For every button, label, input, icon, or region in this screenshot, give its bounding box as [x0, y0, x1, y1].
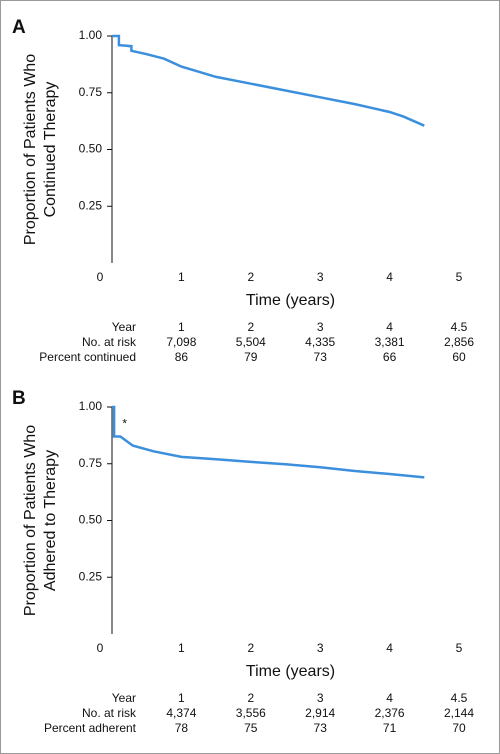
risk-cell: 1	[178, 320, 185, 334]
risk-cell: 5,504	[236, 335, 266, 349]
x-tick-label: 1	[178, 270, 185, 284]
risk-cell: 2	[247, 320, 254, 334]
y-tick-label: 1.00	[79, 399, 103, 413]
risk-cell: 4,374	[166, 706, 196, 720]
risk-row-label: Percent continued	[39, 350, 136, 364]
y-tick-label: 0.75	[79, 85, 103, 99]
x-tick-label: 1	[178, 641, 185, 655]
risk-cell: 3,556	[236, 706, 266, 720]
y-axis-title: Adhered to Therapy	[42, 450, 59, 591]
risk-cell: 7,098	[166, 335, 196, 349]
risk-cell: 75	[244, 721, 258, 735]
x-tick-label: 4	[386, 641, 393, 655]
risk-cell: 4	[386, 691, 393, 705]
y-tick-label: 1.00	[79, 28, 103, 42]
x-tick-label: 2	[247, 641, 254, 655]
survival-curve	[112, 34, 425, 127]
risk-row-label: No. at risk	[82, 706, 137, 720]
risk-cell: 1	[178, 691, 185, 705]
risk-cell: 70	[452, 721, 466, 735]
y-axis-title: Continued Therapy	[42, 82, 59, 218]
annotation: *	[122, 417, 127, 431]
y-tick-label: 0.25	[79, 569, 103, 583]
risk-row-label: Percent adherent	[44, 721, 137, 735]
y-axis-title: Proportion of Patients Who	[22, 425, 39, 616]
risk-cell: 86	[175, 350, 189, 364]
x-axis-title: Time (years)	[246, 292, 335, 309]
risk-cell: 2,856	[444, 335, 474, 349]
risk-cell: 2,144	[444, 706, 474, 720]
risk-row-label: Year	[112, 691, 136, 705]
x-tick-label: 0	[97, 641, 104, 655]
x-tick-label: 4	[386, 270, 393, 284]
panel-label: A	[12, 17, 26, 38]
risk-cell: 2	[247, 691, 254, 705]
x-tick-label: 3	[317, 270, 324, 284]
x-tick-label: 5	[456, 270, 463, 284]
y-tick-label: 0.75	[79, 456, 103, 470]
risk-cell: 3	[317, 320, 324, 334]
risk-cell: 73	[314, 721, 328, 735]
risk-cell: 66	[383, 350, 397, 364]
risk-cell: 78	[175, 721, 189, 735]
risk-cell: 4.5	[451, 320, 468, 334]
x-tick-label: 5	[456, 641, 463, 655]
x-tick-label: 0	[97, 270, 104, 284]
x-tick-label: 3	[317, 641, 324, 655]
risk-cell: 4	[386, 320, 393, 334]
risk-cell: 79	[244, 350, 258, 364]
risk-cell: 73	[314, 350, 328, 364]
x-axis-title: Time (years)	[246, 663, 335, 680]
risk-cell: 3	[317, 691, 324, 705]
risk-cell: 3,381	[375, 335, 405, 349]
risk-row-label: Year	[112, 320, 136, 334]
risk-cell: 4.5	[451, 691, 468, 705]
y-tick-label: 0.25	[79, 198, 103, 212]
risk-cell: 71	[383, 721, 397, 735]
risk-cell: 4,335	[305, 335, 335, 349]
y-tick-label: 0.50	[79, 142, 103, 156]
y-tick-label: 0.50	[79, 513, 103, 527]
risk-cell: 60	[452, 350, 466, 364]
risk-cell: 2,376	[375, 706, 405, 720]
panel-label: B	[12, 388, 26, 409]
risk-cell: 2,914	[305, 706, 335, 720]
survival-curve	[112, 405, 425, 479]
x-tick-label: 2	[247, 270, 254, 284]
risk-row-label: No. at risk	[82, 335, 137, 349]
y-axis-title: Proportion of Patients Who	[22, 54, 39, 245]
